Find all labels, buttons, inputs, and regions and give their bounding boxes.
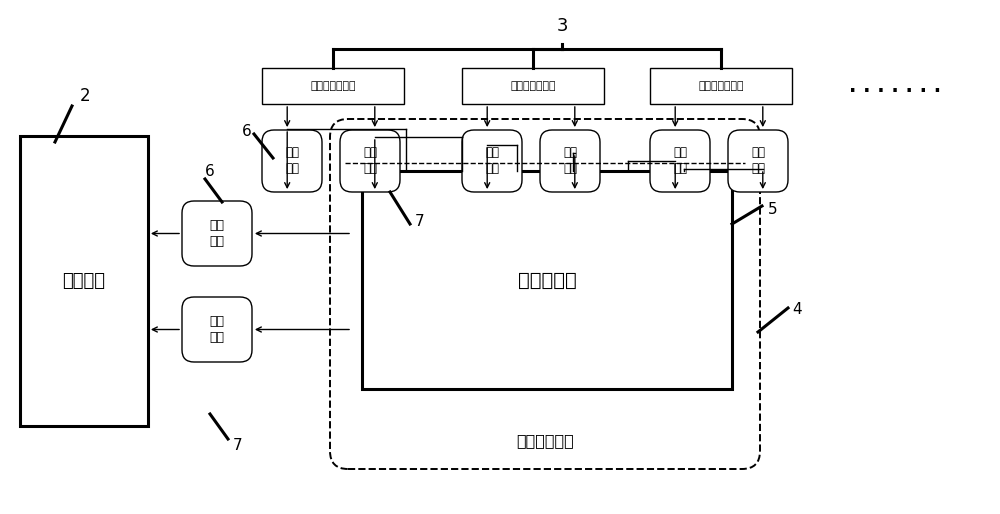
Bar	[262, 68, 404, 104]
Bar	[362, 171, 732, 389]
Bar	[650, 68, 792, 104]
Text: 触控
电路: 触控 电路	[285, 146, 299, 175]
Text: 6: 6	[205, 164, 215, 179]
Text: 触控
电路: 触控 电路	[485, 146, 499, 175]
Text: 显示
电路: 显示 电路	[563, 146, 577, 175]
FancyBboxPatch shape	[650, 130, 710, 192]
Bar	[462, 68, 604, 104]
FancyBboxPatch shape	[182, 201, 252, 266]
Text: 显示
电路: 显示 电路	[363, 146, 377, 175]
Text: 触控显示屏模组: 触控显示屏模组	[510, 81, 556, 91]
Text: 主控制电路: 主控制电路	[518, 270, 576, 289]
Text: 3: 3	[556, 17, 568, 35]
Text: 显示
电路: 显示 电路	[210, 315, 224, 344]
FancyBboxPatch shape	[330, 119, 760, 469]
Bar	[20, 136, 148, 426]
Text: 7: 7	[233, 438, 243, 453]
Text: 触控显示屏模组: 触控显示屏模组	[698, 81, 744, 91]
FancyBboxPatch shape	[262, 130, 322, 192]
Text: 触控显示屏模组: 触控显示屏模组	[310, 81, 356, 91]
Text: 主显示屏: 主显示屏	[63, 272, 106, 290]
FancyBboxPatch shape	[340, 130, 400, 192]
Text: 5: 5	[768, 201, 778, 216]
Text: 6: 6	[242, 124, 252, 139]
Text: 显示
电路: 显示 电路	[751, 146, 765, 175]
FancyBboxPatch shape	[728, 130, 788, 192]
FancyBboxPatch shape	[182, 297, 252, 362]
Text: 7: 7	[415, 214, 425, 229]
Text: 4: 4	[792, 302, 802, 317]
Text: 触控
电路: 触控 电路	[673, 146, 687, 175]
FancyBboxPatch shape	[462, 130, 522, 192]
Text: . . . . . . .: . . . . . . .	[849, 77, 941, 96]
Text: 智能软件系统: 智能软件系统	[516, 433, 574, 449]
Text: 触控
电路: 触控 电路	[210, 219, 224, 248]
Text: 2: 2	[80, 87, 90, 105]
FancyBboxPatch shape	[540, 130, 600, 192]
